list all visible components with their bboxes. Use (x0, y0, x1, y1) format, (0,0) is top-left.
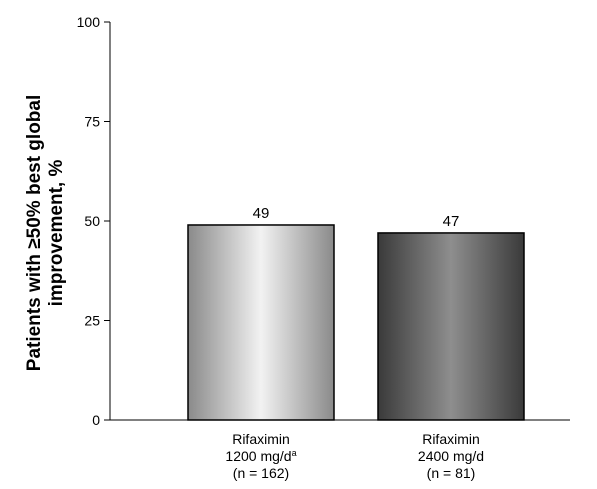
x-category-label-line: 1200 mg/d (225, 448, 291, 464)
y-tick-label: 50 (84, 213, 100, 229)
x-category-label-line: 2400 mg/d (418, 448, 484, 464)
y-tick-label: 75 (84, 114, 100, 130)
bar-2 (377, 232, 525, 421)
x-category-label-line: Rifaximin (232, 431, 290, 447)
x-category-label-line: Rifaximin (422, 431, 480, 447)
y-axis-title-line: Patients with ≥50% best global (24, 95, 45, 371)
bar-value-label: 49 (253, 205, 270, 222)
bars: 49 47 (187, 205, 525, 421)
x-category-label-line: (n = 81) (427, 465, 476, 481)
x-category-label: Rifaximin 2400 mg/d (n = 81) (418, 431, 484, 481)
y-axis-label: Patients with ≥50% best globalimprovemen… (24, 95, 67, 371)
bar-1 (187, 224, 335, 421)
y-ticks: 0 25 50 75 100 (77, 14, 110, 428)
y-tick-label: 0 (92, 412, 100, 428)
x-category-label-line: (n = 162) (233, 465, 289, 481)
y-axis-title-line: improvement, % (46, 160, 67, 307)
y-axis-title: Patients with ≥50% best globalimprovemen… (24, 95, 67, 371)
bar-value-label: 47 (443, 213, 460, 230)
y-tick-label: 25 (84, 313, 100, 329)
y-tick-label: 100 (77, 14, 101, 30)
footnote-superscript: a (292, 448, 297, 458)
